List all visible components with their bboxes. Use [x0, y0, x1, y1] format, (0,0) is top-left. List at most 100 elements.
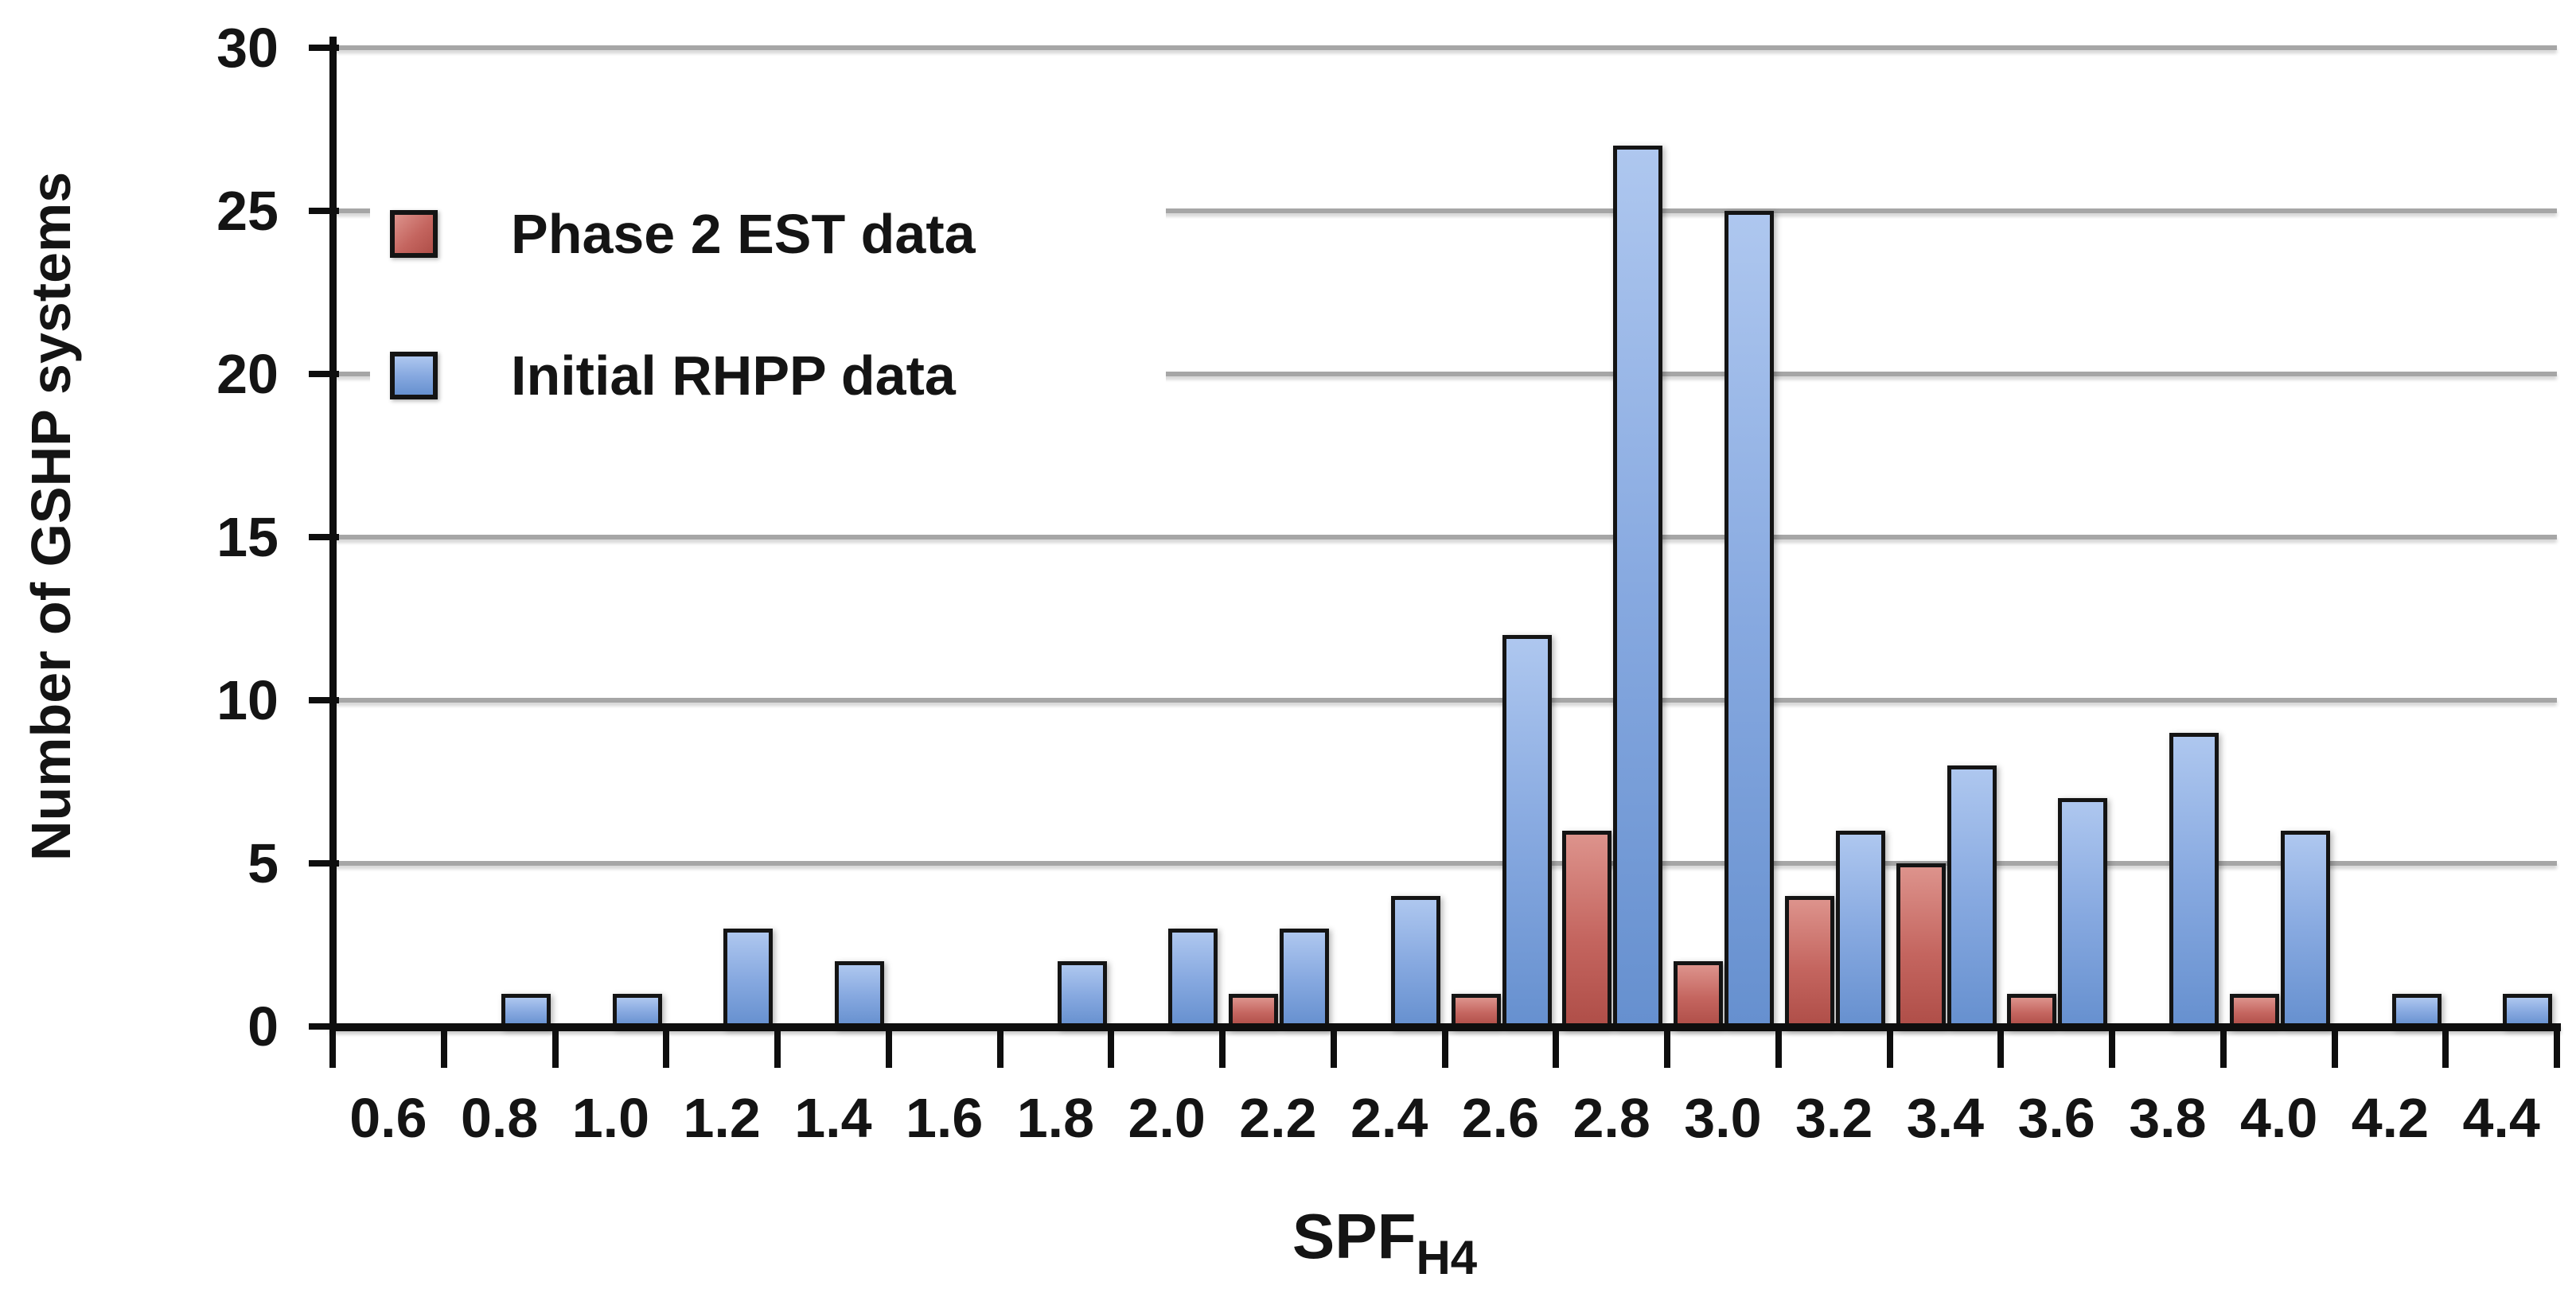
gridline-30 [333, 45, 2557, 50]
x-tick-label-1.0: 1.0 [571, 1087, 650, 1149]
y-tick-label-15: 15 [216, 506, 279, 568]
y-tick-15 [309, 534, 339, 540]
x-tick-16 [2109, 1026, 2115, 1068]
x-tick-label-2.6: 2.6 [1461, 1087, 1540, 1149]
y-tick-label-10: 10 [216, 669, 279, 731]
x-tick-label-3.8: 3.8 [2129, 1087, 2207, 1149]
y-tick-label-5: 5 [247, 832, 279, 894]
gridline-15 [333, 535, 2557, 539]
bar-initial-rhpp-2.6 [1502, 635, 1552, 1030]
bar-initial-rhpp-2.8 [1613, 146, 1663, 1030]
x-tick-label-2.2: 2.2 [1239, 1087, 1317, 1149]
x-tick-label-4.0: 4.0 [2239, 1087, 2318, 1149]
legend-label-initial-rhpp: Initial RHPP data [511, 345, 956, 407]
x-tick-label-3.2: 3.2 [1795, 1087, 1873, 1149]
y-tick-0 [309, 1023, 339, 1030]
y-tick-label-20: 20 [216, 343, 279, 405]
x-tick-20 [2554, 1026, 2560, 1068]
y-tick-label-0: 0 [247, 995, 279, 1057]
x-tick-label-4.2: 4.2 [2351, 1087, 2430, 1149]
gridline-20 [333, 372, 2557, 376]
bar-initial-rhpp-2.2 [1280, 929, 1329, 1030]
category-slot-4.0 [2223, 48, 2335, 1030]
bar-initial-rhpp-3.8 [2169, 733, 2219, 1030]
legend-item-initial-rhpp: Initial RHPP data [370, 345, 956, 407]
category-slot-1.2 [666, 48, 777, 1030]
x-tick-label-2.4: 2.4 [1350, 1087, 1428, 1149]
x-tick-1 [440, 1026, 447, 1068]
bar-initial-rhpp-3.0 [1724, 211, 1774, 1030]
x-tick-10 [1441, 1026, 1448, 1068]
y-tick-10 [309, 697, 339, 703]
legend: Phase 2 EST data Initial RHPP data [370, 173, 1166, 444]
bar-initial-rhpp-1.8 [1057, 961, 1107, 1030]
x-tick-label-2.8: 2.8 [1572, 1087, 1650, 1149]
x-tick-7 [1108, 1026, 1115, 1068]
category-slot-1.4 [777, 48, 889, 1030]
x-tick-11 [1553, 1026, 1560, 1068]
bar-initial-rhpp-1.4 [835, 961, 884, 1030]
x-tick-8 [1219, 1026, 1226, 1068]
category-slot-3.8 [2112, 48, 2223, 1030]
bar-initial-rhpp-3.2 [1835, 831, 1885, 1030]
category-slot-3.0 [1667, 48, 1779, 1030]
x-axis-title-main: SPF [1292, 1201, 1417, 1272]
bar-initial-rhpp-1.2 [723, 929, 774, 1030]
x-tick-19 [2442, 1026, 2449, 1068]
category-slot-4.4 [2445, 48, 2557, 1030]
y-tick-30 [309, 45, 339, 51]
legend-label-phase2-est: Phase 2 EST data [511, 203, 976, 265]
x-tick-12 [1664, 1026, 1670, 1068]
bar-phase2-est-3.2 [1784, 896, 1834, 1030]
bar-initial-rhpp-2.0 [1168, 929, 1218, 1030]
x-axis-title-subscript: H4 [1416, 1231, 1478, 1284]
category-slot-3.6 [2001, 48, 2112, 1030]
category-slot-2.8 [1556, 48, 1667, 1030]
bar-initial-rhpp-3.4 [1947, 765, 1997, 1030]
x-tick-17 [2219, 1026, 2227, 1068]
y-tick-20 [309, 371, 339, 377]
y-tick-25 [309, 208, 339, 214]
bar-phase2-est-2.8 [1562, 831, 1612, 1030]
category-slot-2.6 [1445, 48, 1557, 1030]
x-tick-15 [1997, 1026, 2005, 1068]
x-tick-14 [1886, 1026, 1893, 1068]
category-slot-2.0 [1111, 48, 1222, 1030]
y-tick-label-25: 25 [216, 180, 279, 242]
x-tick-label-2.0: 2.0 [1128, 1087, 1206, 1149]
x-tick-label-1.6: 1.6 [905, 1087, 984, 1149]
x-tick-9 [1330, 1026, 1337, 1068]
bar-initial-rhpp-4.0 [2280, 831, 2330, 1030]
legend-item-phase2-est: Phase 2 EST data [370, 203, 976, 265]
x-tick-18 [2331, 1026, 2338, 1068]
gridline-5 [333, 861, 2557, 866]
x-tick-label-1.4: 1.4 [794, 1087, 872, 1149]
x-tick-0 [329, 1026, 336, 1068]
bar-initial-rhpp-2.4 [1390, 896, 1440, 1030]
x-tick-label-4.4: 4.4 [2462, 1087, 2540, 1149]
x-tick-5 [885, 1026, 892, 1068]
x-tick-6 [996, 1026, 1004, 1068]
category-slot-2.2 [1222, 48, 1334, 1030]
category-slot-4.2 [2335, 48, 2446, 1030]
initial-rhpp-swatch-icon [390, 352, 438, 399]
category-slot-3.2 [1779, 48, 1890, 1030]
y-axis-title: Number of GSHP systems [20, 171, 82, 861]
x-tick-2 [551, 1026, 559, 1068]
plot-area [333, 45, 2557, 1030]
bar-phase2-est-3.0 [1674, 961, 1723, 1030]
x-tick-label-0.6: 0.6 [349, 1087, 427, 1149]
x-tick-label-0.8: 0.8 [460, 1087, 539, 1149]
x-tick-13 [1775, 1026, 1782, 1068]
x-tick-label-3.6: 3.6 [2017, 1087, 2095, 1149]
x-axis-title: SPFH4 [1162, 1200, 1608, 1285]
bar-initial-rhpp-3.6 [2058, 798, 2108, 1030]
x-tick-3 [663, 1026, 670, 1068]
x-tick-label-3.0: 3.0 [1684, 1087, 1762, 1149]
gridline-10 [333, 698, 2557, 703]
x-tick-label-1.2: 1.2 [683, 1087, 761, 1149]
x-tick-4 [774, 1026, 781, 1068]
x-tick-label-1.8: 1.8 [1016, 1087, 1095, 1149]
bar-phase2-est-3.4 [1896, 863, 1946, 1030]
